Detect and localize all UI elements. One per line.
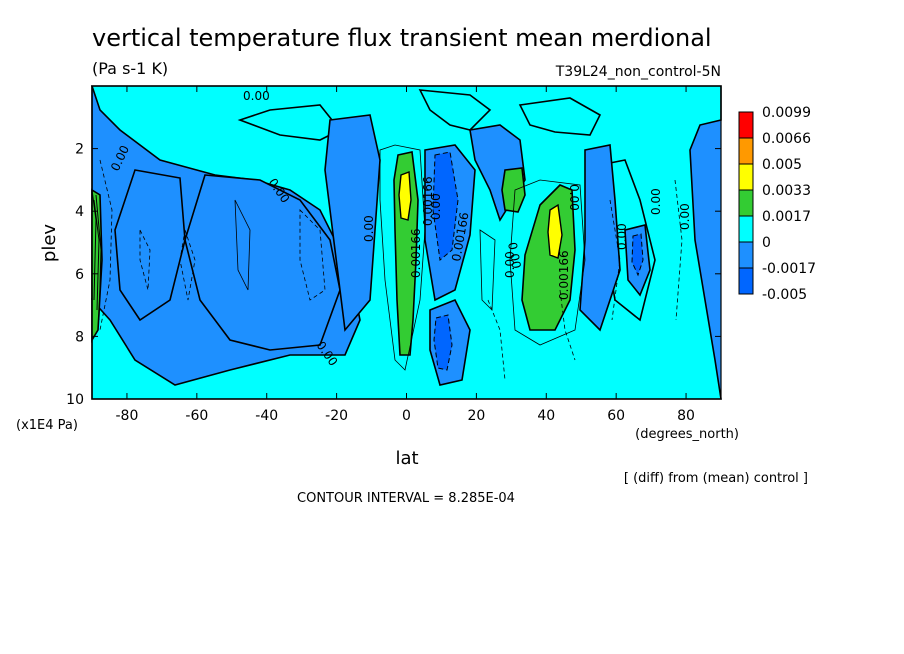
contour-interval: CONTOUR INTERVAL = 8.285E-04: [297, 491, 515, 506]
contour-label: 0.00: [429, 193, 443, 220]
colorbar: 0.0099 0.0066 0.005 0.0033 0.0017 0 -0.0017 -0.…: [738, 105, 816, 303]
contour-label: 0.00: [505, 241, 523, 270]
colorbar-swatch: [738, 163, 754, 191]
solid-thin-contours: [234, 144, 586, 371]
x-tick-label: -40: [255, 408, 278, 424]
y-axis-label: plev: [39, 224, 60, 263]
contour-label: 0.00: [649, 188, 663, 215]
contour-label: 0.00: [678, 203, 692, 230]
colorbar-label: 0: [762, 235, 771, 251]
diff-note: [ (diff) from (mean) control ]: [624, 471, 808, 486]
y-tick-label: 6: [75, 267, 84, 283]
contour-label: 0.00: [503, 251, 517, 278]
units-label: (Pa s-1 K): [92, 59, 168, 78]
y-tick-label: 10: [66, 392, 84, 408]
colorbar-swatch: [738, 241, 754, 269]
contour-label: 0.00: [243, 89, 270, 103]
y-tick-label: 2: [75, 142, 84, 158]
colorbar-swatch: [738, 267, 754, 295]
yellow-regions: [398, 171, 563, 259]
colorbar-swatch: [738, 215, 754, 243]
y-tick-label: 4: [75, 204, 84, 220]
colorbar-label: 0.0099: [762, 105, 811, 121]
colorbar-label: 0.0066: [762, 131, 811, 147]
y-tick-label: 8: [75, 329, 84, 345]
x-axis: -80 -60 -40 -20 0 20 40 60 80: [116, 86, 695, 424]
x-tick-label: -60: [185, 408, 208, 424]
x-tick-label: -20: [325, 408, 348, 424]
contour-label: 0.00166: [557, 250, 571, 300]
contour-label: 0.00166: [409, 228, 423, 278]
contour-label: 0.00: [567, 184, 581, 211]
y-axis: 2 4 6 8 10: [66, 142, 721, 408]
run-label: T39L24_non_control-5N: [555, 64, 721, 80]
x-tick-label: -80: [116, 408, 139, 424]
colorbar-swatch: [738, 189, 754, 217]
x-tick-label: 60: [607, 408, 625, 424]
contour-label: 0.00166: [421, 176, 435, 226]
colorbar-swatch: [738, 111, 754, 139]
x-tick-label: 40: [537, 408, 555, 424]
colorbar-label: -0.0017: [762, 261, 816, 277]
x-tick-label: 80: [677, 408, 695, 424]
x-axis-label: lat: [395, 448, 418, 469]
colorbar-label: 0.0017: [762, 209, 811, 225]
colorbar-swatch: [738, 137, 754, 165]
contour-label: 0.00: [362, 215, 376, 242]
y-units-label: (x1E4 Pa): [16, 418, 78, 433]
colorbar-label: 0.0033: [762, 183, 811, 199]
dark-blue-regions: [432, 151, 644, 371]
chart-title: vertical temperature flux transient mean…: [92, 24, 712, 52]
plot-area: 0.00 0.00 0.00 0.00 0.00 0.00 0.00 0.00 …: [90, 85, 722, 400]
colorbar-label: -0.005: [762, 287, 807, 303]
colorbar-label: 0.005: [762, 157, 802, 173]
x-tick-label: 20: [467, 408, 485, 424]
x-units-label: (degrees_north): [635, 427, 739, 442]
x-tick-label: 0: [402, 408, 411, 424]
contour-label: 0.00: [615, 223, 629, 250]
